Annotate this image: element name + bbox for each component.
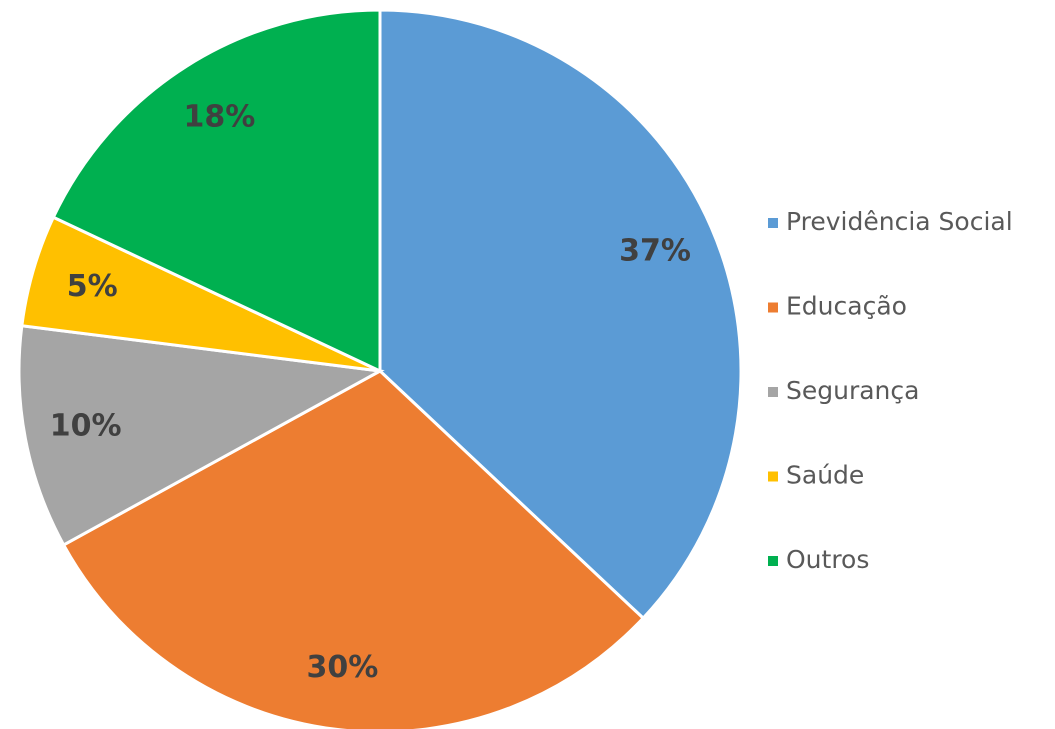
data-label: 18% xyxy=(184,100,256,135)
pie-slice xyxy=(61,369,646,729)
legend-label: Saúde xyxy=(786,461,864,490)
legend-label: Segurança xyxy=(786,376,919,405)
legend-swatch xyxy=(768,387,778,397)
legend-label: Educação xyxy=(786,292,907,321)
legend-label: Outros xyxy=(786,545,869,574)
pie-slice xyxy=(51,8,382,374)
data-label: 5% xyxy=(67,269,118,304)
legend-swatch xyxy=(768,218,778,228)
pie-slice xyxy=(378,8,743,621)
data-label: 37% xyxy=(619,234,691,269)
data-label: 30% xyxy=(307,650,379,685)
legend-label: Previdência Social xyxy=(786,207,1013,236)
legend-swatch xyxy=(768,302,778,313)
data-label: 10% xyxy=(50,409,122,444)
pie-slice xyxy=(17,324,385,547)
legend-swatch xyxy=(768,471,778,482)
legend-swatch xyxy=(768,556,778,566)
